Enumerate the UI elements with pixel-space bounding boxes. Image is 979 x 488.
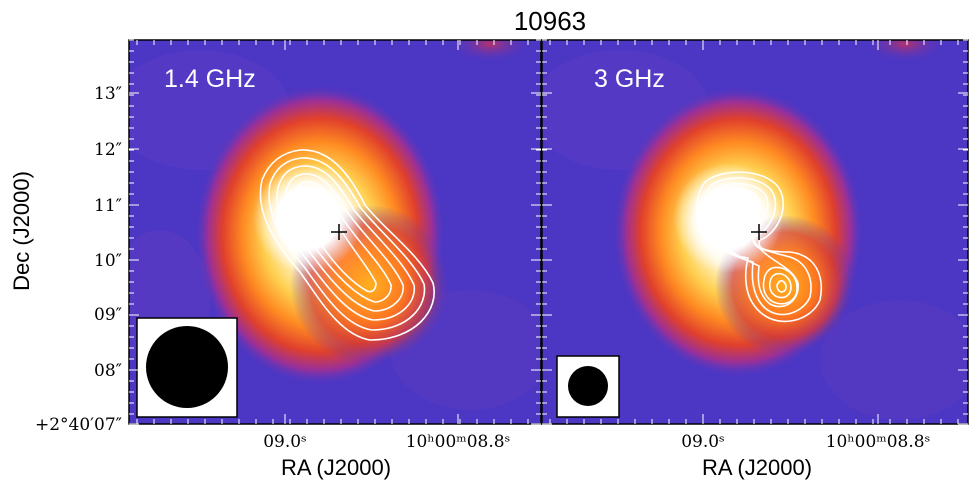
x-tick-label: 09.0ˢ [263,432,307,452]
y-tick-label: 10″ [94,251,122,271]
panel-2-contours [696,171,822,323]
y-tick-label: 12″ [94,140,122,160]
panel-2-x-tick-labels: 09.0ˢ 10ʰ00ᵐ08.8ˢ [681,432,930,452]
panel-2-beam [556,355,620,418]
panel-1-marker [331,224,347,240]
panel-1-beam [136,317,238,418]
y-tick-labels: 13″ 12″ 11″ 10″ 09″ 08″ +2°40′07″ [35,84,122,435]
panel-2-x-axis-label: RA (J2000) [702,455,812,480]
x-tick-label: 10ʰ00ᵐ08.8ˢ [406,432,511,452]
panel-1-label: 1.4 GHz [164,65,256,93]
y-tick-label: +2°40′07″ [35,415,122,435]
chart-title: 10963 [514,6,586,36]
y-tick-label: 13″ [94,84,122,104]
panel-1-contours [259,149,435,341]
panel-2-image [542,40,968,424]
y-axis-label: Dec (J2000) [9,171,34,291]
panel-1-frame [128,39,542,425]
y-tick-label: 11″ [94,196,122,216]
tick-marks [129,39,968,425]
panel-2-marker [751,224,767,240]
x-tick-label: 09.0ˢ [681,432,725,452]
x-tick-label: 10ʰ00ᵐ08.8ˢ [826,432,931,452]
panel-2-label: 3 GHz [594,65,665,93]
panel-1-x-tick-labels: 09.0ˢ 10ʰ00ᵐ08.8ˢ [263,432,510,452]
panel-1-x-axis-label: RA (J2000) [281,455,391,480]
panel-2-frame [541,39,969,425]
y-tick-label: 08″ [94,361,122,381]
y-tick-label: 09″ [94,305,122,325]
